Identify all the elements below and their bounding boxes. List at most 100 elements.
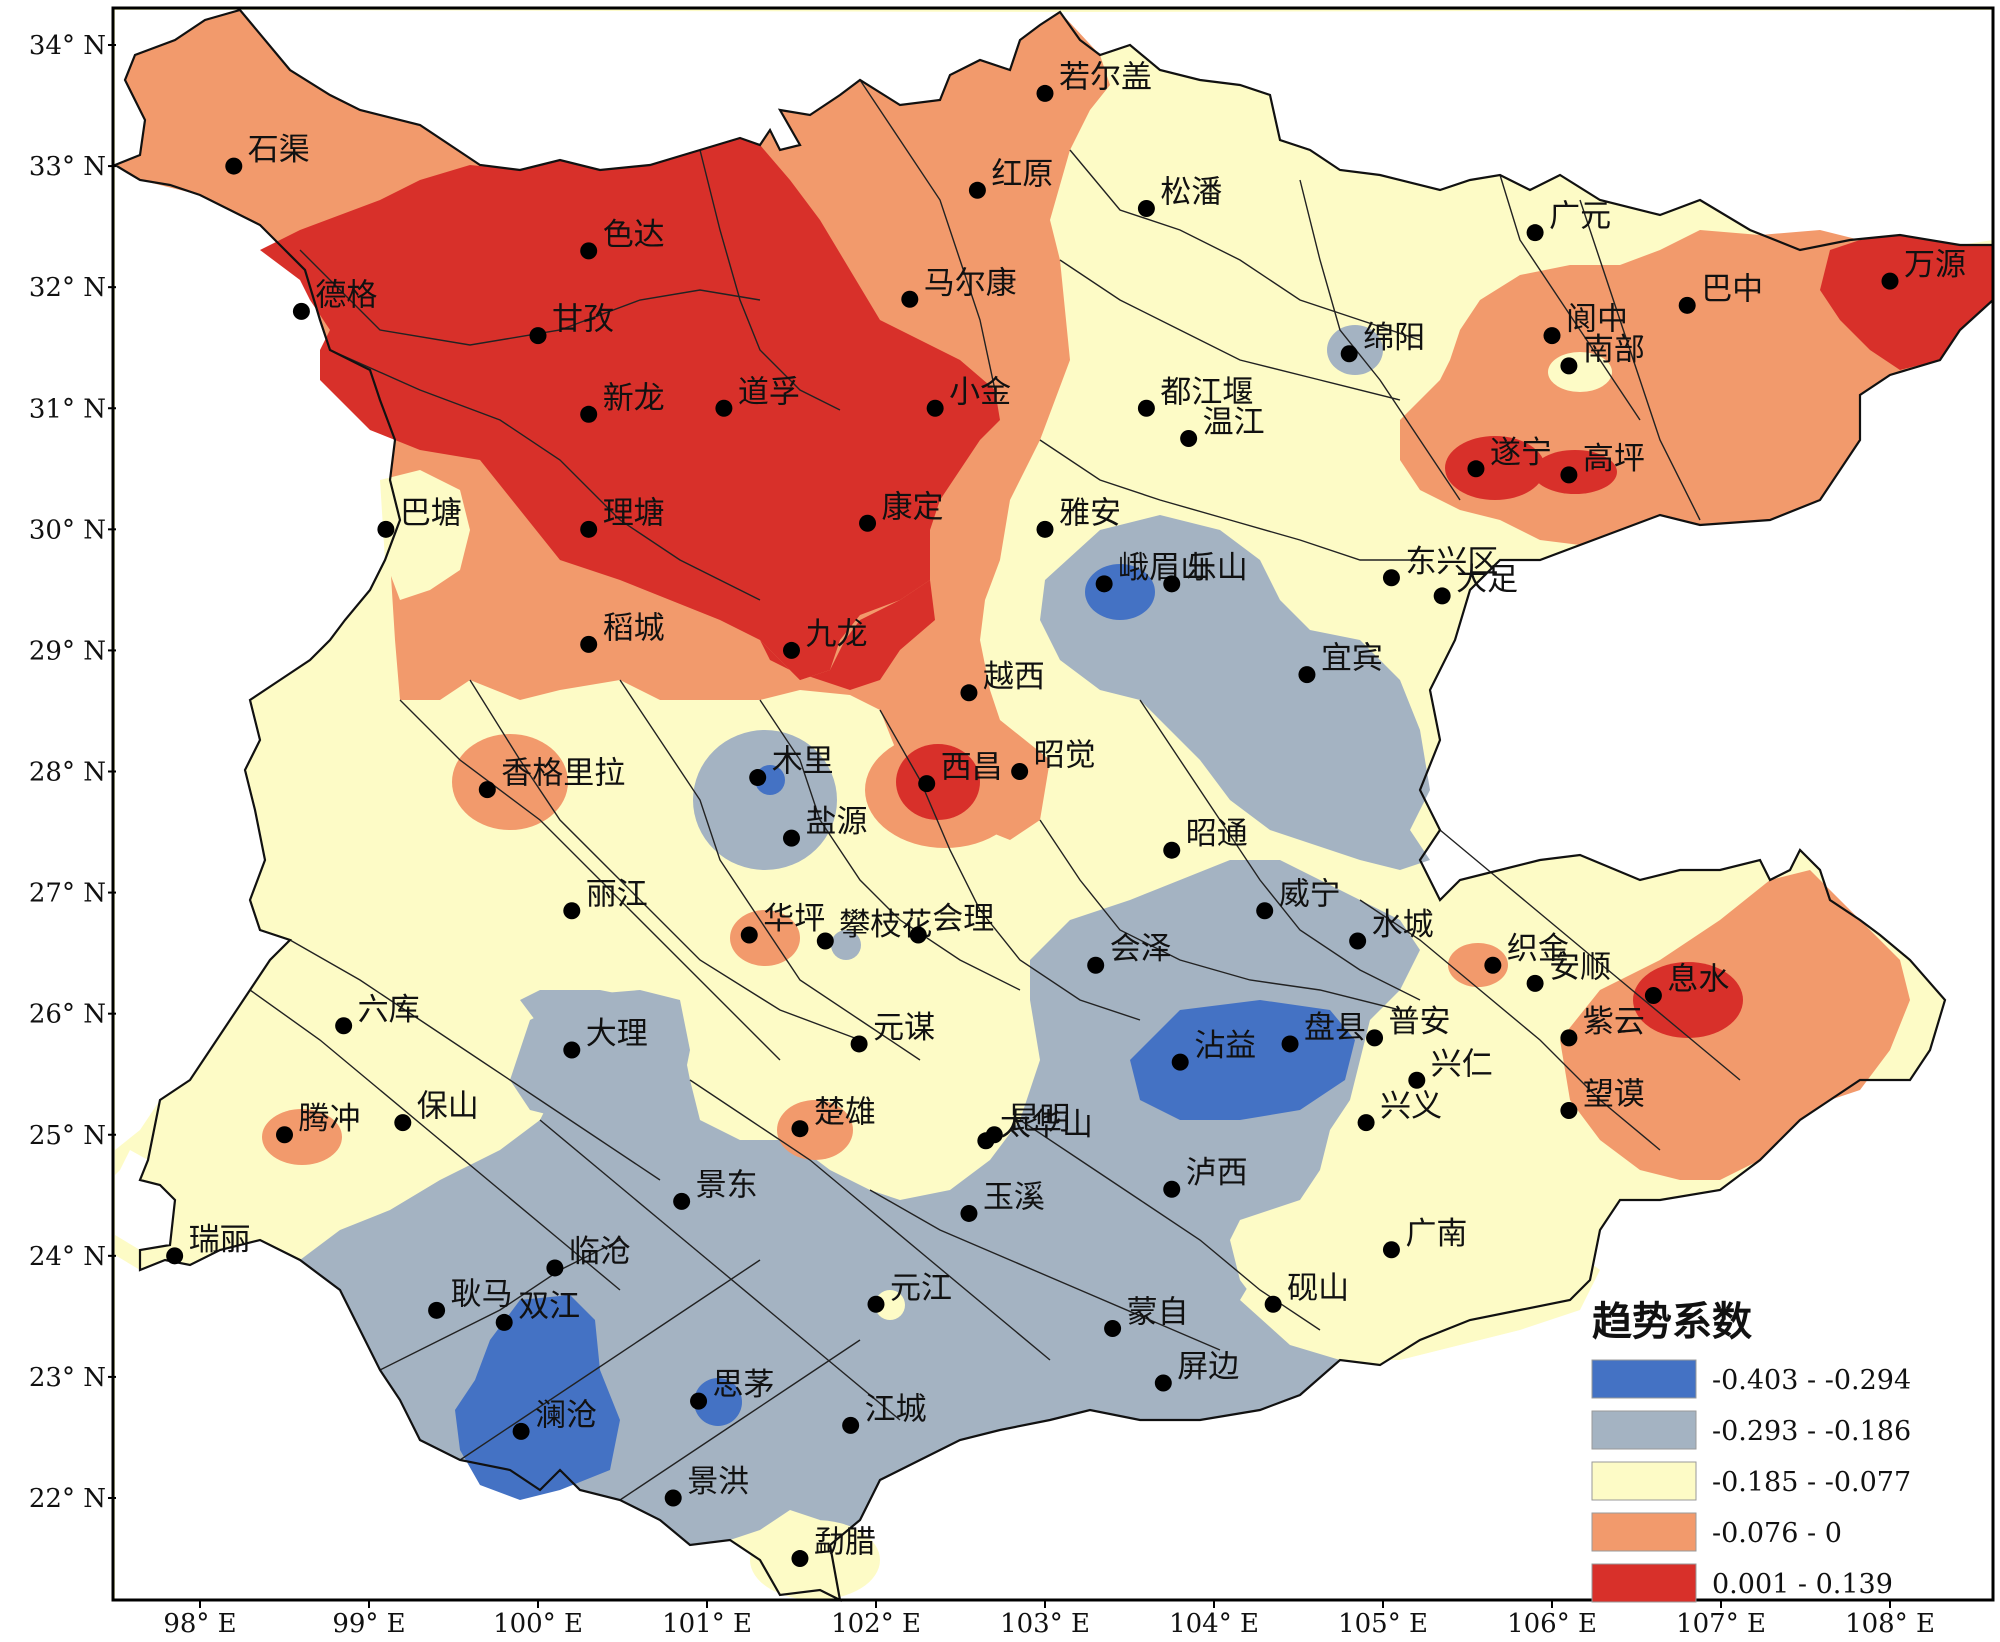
station-marker [546, 1259, 564, 1277]
station-label: 普安 [1389, 1004, 1451, 1040]
station-marker [690, 1392, 708, 1410]
station-marker [1349, 932, 1367, 950]
station-label: 会理 [932, 901, 994, 937]
station-label: 雅安 [1059, 495, 1121, 531]
station-marker [968, 181, 986, 199]
lon-tick-label: 106° E [1507, 1609, 1597, 1638]
station-marker [1382, 1241, 1400, 1259]
lat-tick-label: 33° N [29, 152, 106, 182]
legend-title: 趋势系数 [1592, 1298, 1752, 1345]
station-marker [529, 327, 547, 345]
station-label: 宜宾 [1321, 641, 1383, 677]
station-label: 元江 [890, 1270, 952, 1306]
station-marker [1340, 345, 1358, 363]
station-marker [580, 520, 598, 538]
legend-label: -0.403 - -0.294 [1712, 1365, 1911, 1396]
station-marker [1467, 460, 1485, 478]
station-label: 色达 [603, 217, 665, 253]
lon-tick-label: 108° E [1845, 1609, 1935, 1638]
station-label: 保山 [417, 1089, 479, 1125]
region-orange-southeast [1560, 870, 1910, 1180]
station-marker [1298, 666, 1316, 684]
region-blue-simao [694, 1378, 742, 1426]
station-label: 勐腊 [814, 1525, 876, 1561]
station-label: 丽江 [586, 877, 648, 913]
station-label: 广元 [1549, 199, 1611, 235]
station-marker [977, 1132, 995, 1150]
station-label: 瑞丽 [189, 1222, 251, 1258]
region-red-suining [1445, 436, 1545, 500]
station-label: 临沧 [569, 1234, 631, 1270]
lon-tick-label: 105° E [1338, 1609, 1428, 1638]
station-marker [1560, 466, 1578, 484]
region-blue-lancang [455, 1295, 620, 1500]
lon-tick-label: 103° E [1000, 1609, 1090, 1638]
station-marker [1881, 272, 1899, 290]
region-yellow-yanshan [1240, 1210, 1600, 1360]
station-label: 小金 [949, 374, 1011, 410]
station-label: 盘县 [1304, 1010, 1366, 1046]
station-label: 松潘 [1160, 174, 1222, 210]
station-label: 香格里拉 [501, 756, 625, 792]
legend-swatch [1591, 1512, 1697, 1552]
station-marker [1408, 1071, 1426, 1089]
station-marker [901, 290, 919, 308]
station-marker [1543, 327, 1561, 345]
station-label: 理塘 [603, 495, 665, 531]
legend-label: 0.001 - 0.139 [1712, 1569, 1893, 1600]
station-marker [1484, 956, 1502, 974]
station-label: 遂宁 [1490, 435, 1552, 471]
station-marker [1678, 296, 1696, 314]
station-marker [909, 926, 927, 944]
contour-regions [115, 10, 1993, 1600]
station-label: 会泽 [1110, 931, 1172, 967]
longitude-axis: 98° E 99° E 100° E 101° E 102° E 103° E 104° E… [163, 1600, 1935, 1639]
lat-tick-label: 25° N [29, 1121, 106, 1151]
station-marker [918, 775, 936, 793]
station-marker [664, 1489, 682, 1507]
station-marker [1180, 430, 1198, 448]
station-label: 万源 [1904, 247, 1966, 283]
station-label: 若尔盖 [1059, 59, 1152, 95]
station-label: 红原 [991, 156, 1053, 192]
station-marker [867, 1295, 885, 1313]
lon-tick-label: 102° E [831, 1609, 921, 1638]
station-label: 织金 [1507, 931, 1569, 967]
legend: 趋势系数 -0.403 - -0.294 -0.293 - -0.186 -0.18… [1591, 1298, 1911, 1603]
lat-tick-label: 32° N [29, 273, 106, 303]
station-label: 望谟 [1583, 1077, 1645, 1113]
station-label: 威宁 [1279, 877, 1341, 913]
station-label: 德格 [315, 277, 377, 313]
station-marker [926, 399, 944, 417]
station-label: 南部 [1583, 332, 1645, 368]
station-marker [1104, 1319, 1122, 1337]
latitude-axis: 34° N 33° N 32° N 31° N 30° N 29° N 28° N 27° N… [29, 31, 116, 1514]
station-marker [850, 1035, 868, 1053]
station-label: 耿马 [451, 1276, 513, 1312]
lon-tick-label: 104° E [1169, 1609, 1259, 1638]
station-marker [292, 302, 310, 320]
station-marker [225, 157, 243, 175]
region-yellow-yuanjiang [875, 1290, 905, 1320]
region-red-xichang [896, 744, 980, 820]
outside-region-mask [115, 10, 1993, 1600]
station-marker [563, 902, 581, 920]
station-marker [1357, 1114, 1375, 1132]
region-orange-shangrila [452, 734, 568, 830]
region-red-jiulong [760, 580, 935, 690]
station-label: 越西 [983, 659, 1045, 695]
station-label: 安顺 [1549, 949, 1611, 985]
station-marker [394, 1114, 412, 1132]
station-marker [1011, 763, 1029, 780]
station-label: 昭觉 [1034, 738, 1096, 774]
station-marker [1171, 1053, 1189, 1071]
station-label: 新龙 [603, 380, 665, 416]
station-marker [960, 684, 978, 702]
legend-swatch [1591, 1359, 1697, 1399]
station-marker [495, 1313, 513, 1331]
station-label: 阆中 [1566, 302, 1628, 338]
station-label: 都江堰 [1160, 374, 1253, 410]
region-grey-dali [510, 990, 690, 1130]
